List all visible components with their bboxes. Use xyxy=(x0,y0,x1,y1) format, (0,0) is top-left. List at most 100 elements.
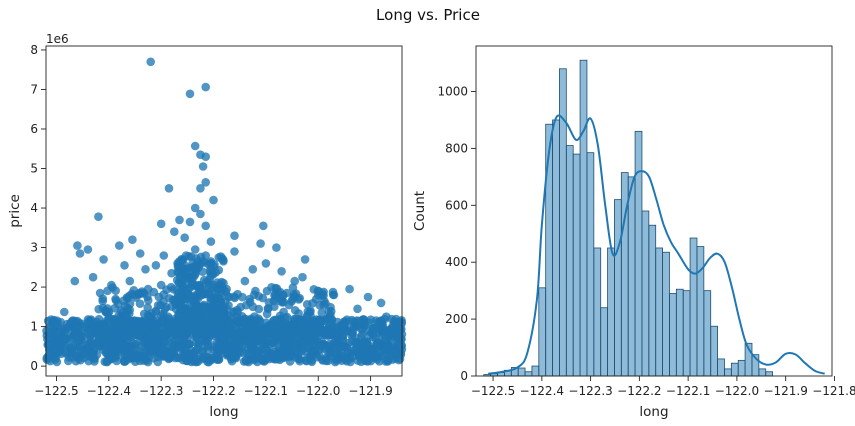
scatter-y-tick-label: 4 xyxy=(30,201,38,215)
scatter-y-offset-label: 1e6 xyxy=(46,32,69,46)
scatter-point xyxy=(287,346,297,355)
scatter-point xyxy=(309,330,318,339)
histogram-y-tick-label: 0 xyxy=(460,369,468,383)
scatter-point xyxy=(62,334,72,343)
scatter-point xyxy=(103,309,113,318)
scatter-point xyxy=(325,339,335,349)
scatter-point xyxy=(397,316,406,325)
scatter-y-tick-label: 8 xyxy=(30,43,38,57)
scatter-point xyxy=(94,212,103,221)
scatter-point xyxy=(394,337,404,347)
scatter-point xyxy=(198,162,208,171)
scatter-point xyxy=(214,352,223,361)
scatter-point xyxy=(187,310,197,319)
scatter-point xyxy=(206,257,216,266)
scatter-point xyxy=(214,253,224,262)
scatter-point xyxy=(296,328,305,338)
scatter-point xyxy=(257,324,267,333)
scatter-point xyxy=(335,338,345,348)
scatter-point xyxy=(381,345,390,354)
scatter-point xyxy=(52,337,61,346)
scatter-point xyxy=(319,300,328,310)
scatter-point xyxy=(65,341,74,351)
scatter-point xyxy=(288,295,297,304)
scatter-point xyxy=(278,352,287,362)
histogram-bar xyxy=(600,307,608,377)
scatter-point xyxy=(281,313,290,323)
scatter-y-tick-label: 0 xyxy=(30,359,38,373)
scatter-point xyxy=(332,347,342,357)
scatter-point xyxy=(232,305,242,315)
scatter-point xyxy=(185,217,195,227)
scatter-point xyxy=(240,326,250,336)
histogram-x-tick-label: −122.5 xyxy=(471,384,515,398)
scatter-point xyxy=(73,241,82,250)
histogram-axes: −122.5 −122.4 −122.3 −122.2 −122.1 −122.0 −121… xyxy=(437,85,855,398)
scatter-point xyxy=(288,283,298,293)
scatter-point xyxy=(130,290,140,300)
scatter-point xyxy=(46,321,56,331)
scatter-point xyxy=(124,354,133,364)
scatter-point xyxy=(376,327,385,336)
scatter-point xyxy=(249,355,259,365)
scatter-point xyxy=(315,351,324,361)
scatter-point xyxy=(191,357,201,367)
scatter-point xyxy=(290,306,300,315)
histogram-x-tick-label: −122.2 xyxy=(617,384,661,398)
scatter-point xyxy=(185,89,195,99)
scatter-point xyxy=(70,276,80,286)
scatter-point xyxy=(164,184,174,193)
scatter-point xyxy=(209,293,218,303)
scatter-point xyxy=(171,330,180,339)
scatter-point xyxy=(131,357,140,367)
scatter-point xyxy=(160,304,170,314)
scatter-point xyxy=(141,324,151,334)
scatter-point xyxy=(156,280,166,290)
scatter-point xyxy=(188,263,197,272)
histogram-bar xyxy=(634,130,643,377)
scatter-point xyxy=(222,284,231,294)
scatter-point xyxy=(359,316,369,325)
scatter-point xyxy=(306,306,315,316)
scatter-point xyxy=(366,315,376,325)
scatter-point xyxy=(125,276,135,286)
scatter-point xyxy=(194,281,203,290)
scatter-point xyxy=(247,319,256,328)
scatter-point xyxy=(207,353,216,363)
histogram-bar xyxy=(655,247,663,377)
scatter-point xyxy=(318,327,327,337)
scatter-point xyxy=(359,339,369,348)
scatter-point xyxy=(349,322,359,332)
scatter-point xyxy=(193,316,203,325)
scatter-point xyxy=(229,329,238,338)
scatter-point xyxy=(317,308,327,318)
scatter-y-tick-label: 5 xyxy=(30,162,38,176)
scatter-point xyxy=(135,249,145,258)
scatter-point xyxy=(313,286,323,296)
histogram-bar xyxy=(552,119,560,377)
histogram-y-tick-label: 600 xyxy=(445,198,468,212)
scatter-point xyxy=(248,302,258,312)
scatter-point xyxy=(199,321,209,331)
scatter-point xyxy=(121,329,131,339)
scatter-point xyxy=(282,288,292,298)
scatter-point xyxy=(254,347,264,357)
scatter-point xyxy=(240,276,250,286)
scatter-point xyxy=(122,345,132,354)
scatter-point xyxy=(339,322,349,332)
histogram-bar xyxy=(758,368,767,377)
scatter-point xyxy=(363,292,373,302)
histogram-bar xyxy=(545,123,553,377)
scatter-point xyxy=(387,332,396,341)
scatter-point xyxy=(71,342,80,351)
scatter-y-tick-label: 2 xyxy=(30,280,38,294)
scatter-point xyxy=(95,288,105,298)
scatter-x-tick-label: −122.5 xyxy=(34,384,78,398)
histogram-y-axis-label: Count xyxy=(412,191,428,231)
scatter-point xyxy=(206,237,216,246)
scatter-point xyxy=(123,303,132,313)
histogram-bar xyxy=(669,293,677,377)
scatter-point xyxy=(190,141,200,151)
scatter-point xyxy=(94,304,103,314)
scatter-x-tick-label: −122.4 xyxy=(87,384,131,398)
